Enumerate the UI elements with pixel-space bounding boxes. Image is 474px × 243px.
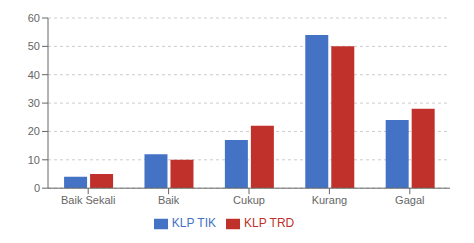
svg-text:Kurang: Kurang bbox=[312, 194, 347, 206]
html-text:KLP TRD: KLP TRD bbox=[244, 216, 295, 231]
svg-text:0: 0 bbox=[34, 182, 40, 194]
html-text:KLP TIK: KLP TIK bbox=[171, 216, 216, 231]
svg-text:10: 10 bbox=[28, 154, 40, 166]
svg-text:40: 40 bbox=[28, 69, 40, 81]
svg-text:50: 50 bbox=[28, 40, 40, 52]
svg-text:60: 60 bbox=[28, 12, 40, 24]
svg-text:30: 30 bbox=[28, 97, 40, 109]
svg-text:Baik: Baik bbox=[158, 194, 180, 206]
svg-text:Cukup: Cukup bbox=[233, 194, 265, 206]
svg-text:20: 20 bbox=[28, 125, 40, 137]
svg-text:Baik Sekali: Baik Sekali bbox=[61, 194, 115, 206]
svg-text:Gagal: Gagal bbox=[395, 194, 424, 206]
